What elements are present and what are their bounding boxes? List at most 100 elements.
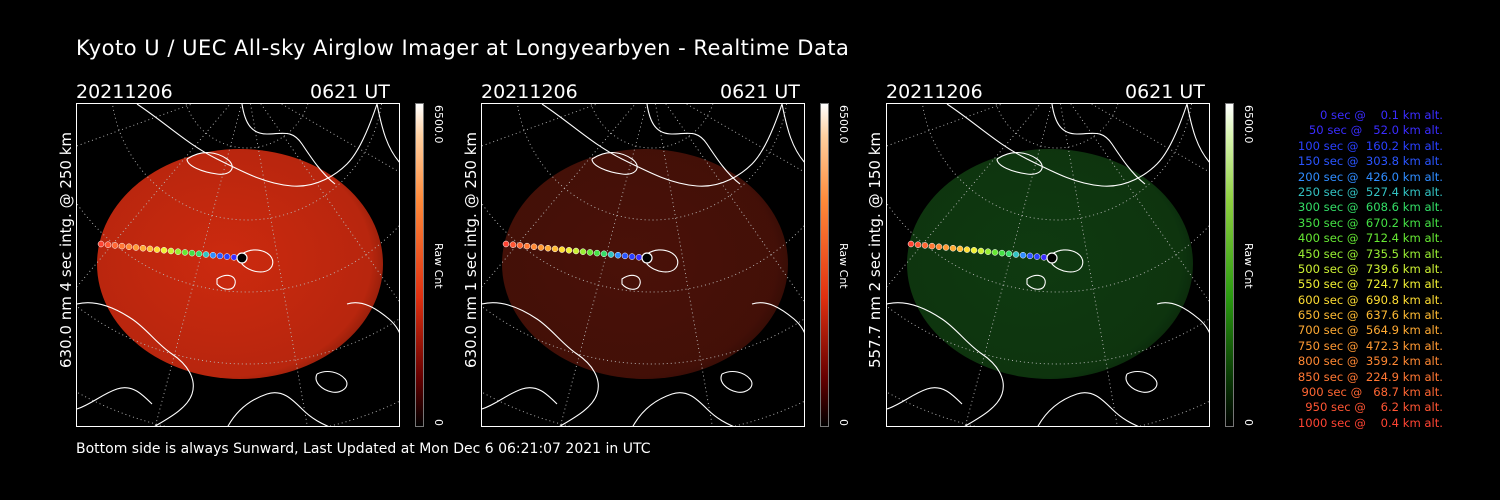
legend-row: 50 sec @ 52.0 km alt. <box>1308 123 1443 138</box>
trajectory-point <box>530 243 538 251</box>
footer-note: Bottom side is always Sunward, Last Upda… <box>76 441 651 457</box>
trajectory-point <box>139 244 147 252</box>
trajectory-point <box>928 242 936 250</box>
panel-1-colorbar-unit: Raw Cnt <box>432 243 445 289</box>
panel-1-allsky-image <box>76 103 400 427</box>
trajectory-point <box>174 248 182 255</box>
airglow-disk <box>502 149 788 379</box>
trajectory-point <box>614 251 622 259</box>
legend-row: 450 sec @ 735.5 km alt. <box>1297 246 1443 261</box>
trajectory-point <box>1019 251 1027 259</box>
legend-row: 750 sec @ 472.3 km alt. <box>1297 338 1443 353</box>
panel-1-date: 20211206 <box>76 81 173 103</box>
trajectory-point <box>1012 251 1020 258</box>
legend-row: 950 sec @ 6.2 km alt. <box>1305 400 1443 415</box>
trajectory-point <box>216 252 224 260</box>
legend-row: 300 sec @ 608.6 km alt. <box>1297 200 1443 215</box>
trajectory-point <box>209 251 217 259</box>
trajectory-point <box>963 246 971 253</box>
legend-row: 150 sec @ 303.8 km alt. <box>1297 154 1443 169</box>
trajectory-point <box>600 250 608 258</box>
legend-row: 550 sec @ 724.7 km alt. <box>1297 277 1443 292</box>
panel-2-colorbar <box>820 103 829 427</box>
legend-row: 200 sec @ 426.0 km alt. <box>1297 169 1443 184</box>
page-title: Kyoto U / UEC All-sky Airglow Imager at … <box>76 36 850 60</box>
trajectory-point <box>167 247 175 255</box>
trajectory-point <box>921 242 929 249</box>
panel-2-colorbar-min: 0 <box>837 419 850 426</box>
panel-3-colorbar-unit: Raw Cnt <box>1242 243 1255 289</box>
trajectory-point <box>607 251 615 258</box>
panel-2-colorbar-max: 6500.0 <box>837 105 850 144</box>
trajectory-point <box>544 244 552 252</box>
panel-1-ylabel: 630.0 nm 4 sec intg. @ 250 km <box>57 131 75 368</box>
coastlines <box>887 104 1209 426</box>
legend-row: 400 sec @ 712.4 km alt. <box>1297 231 1443 246</box>
trajectory-point <box>97 240 105 248</box>
panel-2-colorbar-unit: Raw Cnt <box>837 243 850 289</box>
trajectory-legend: 0 sec @ 0.1 km alt. 50 sec @ 52.0 km alt.… <box>1255 108 1443 431</box>
legend-row: 650 sec @ 637.6 km alt. <box>1297 308 1443 323</box>
panel-2-allsky-image <box>481 103 805 427</box>
coastlines <box>482 104 804 426</box>
panel-3-time: 0621 UT <box>1125 81 1205 103</box>
rocket-trajectory <box>97 240 248 264</box>
legend-row: 800 sec @ 359.2 km alt. <box>1297 354 1443 369</box>
trajectory-point <box>970 247 978 254</box>
legend-row: 700 sec @ 564.9 km alt. <box>1297 323 1443 338</box>
trajectory-point <box>1033 253 1041 260</box>
trajectory-point <box>572 247 580 255</box>
panel-3-colorbar-min: 0 <box>1242 419 1255 426</box>
coastlines <box>77 104 399 426</box>
trajectory-point <box>509 241 517 248</box>
trajectory-point <box>181 249 189 256</box>
launch-site-marker <box>236 252 248 264</box>
trajectory-point <box>935 243 943 251</box>
panel-2-time: 0621 UT <box>720 81 800 103</box>
legend-row: 350 sec @ 670.2 km alt. <box>1297 215 1443 230</box>
trajectory-point <box>593 249 601 257</box>
legend-row: 600 sec @ 690.8 km alt. <box>1297 292 1443 307</box>
trajectory-point <box>558 246 566 253</box>
panel-3-colorbar <box>1225 103 1234 427</box>
panel-2-date: 20211206 <box>481 81 578 103</box>
trajectory-point <box>1026 252 1034 260</box>
rocket-trajectory <box>907 240 1058 264</box>
trajectory-point <box>104 241 112 248</box>
trajectory-point <box>195 250 203 258</box>
panel-3-colorbar-max: 6500.0 <box>1242 105 1255 144</box>
legend-row: 500 sec @ 739.6 km alt. <box>1297 261 1443 276</box>
panel-3-date: 20211206 <box>886 81 983 103</box>
launch-site-marker <box>1046 252 1058 264</box>
trajectory-point <box>586 249 594 256</box>
trajectory-point <box>132 244 140 251</box>
latlon-grid <box>887 104 1209 426</box>
trajectory-point <box>1040 254 1048 261</box>
trajectory-point <box>907 240 915 248</box>
panel-1-colorbar-max: 6500.0 <box>432 105 445 144</box>
trajectory-point <box>956 245 964 253</box>
trajectory-point <box>635 254 643 261</box>
trajectory-point <box>523 242 531 250</box>
trajectory-point <box>621 252 629 260</box>
trajectory-point <box>125 243 133 251</box>
trajectory-point <box>188 249 196 257</box>
trajectory-point <box>977 247 985 255</box>
trajectory-point <box>579 248 587 255</box>
trajectory-point <box>516 242 524 249</box>
trajectory-point <box>223 253 231 260</box>
legend-row: 100 sec @ 160.2 km alt. <box>1297 138 1443 153</box>
trajectory-point <box>984 248 992 255</box>
trajectory-point <box>628 253 636 260</box>
trajectory-point <box>202 251 210 258</box>
trajectory-point <box>551 245 559 253</box>
launch-site-marker <box>641 252 653 264</box>
legend-row: 0 sec @ 0.1 km alt. <box>1319 108 1443 122</box>
legend-row: 1000 sec @ 0.4 km alt. <box>1297 415 1443 430</box>
trajectory-point <box>565 247 573 254</box>
panel-1-colorbar-min: 0 <box>432 419 445 426</box>
airglow-disk <box>907 149 1193 379</box>
trajectory-point <box>146 245 154 253</box>
panel-2-ylabel: 630.0 nm 1 sec intg. @ 250 km <box>462 131 480 368</box>
trajectory-point <box>914 241 922 248</box>
